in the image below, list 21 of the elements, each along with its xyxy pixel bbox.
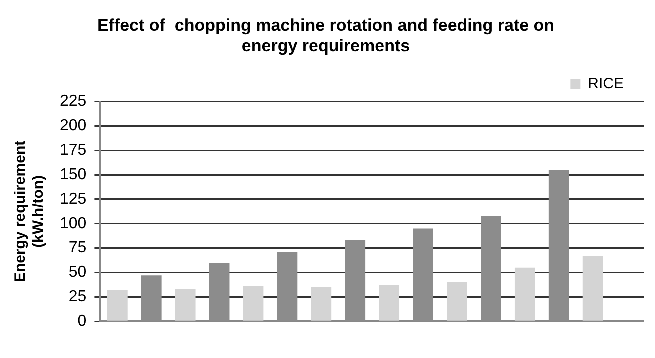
chart-title: Effect of chopping machine rotation and feeding rate on energy requirements	[97, 16, 555, 56]
y-axis-title: Energy requirement (kW.h/ton)	[12, 140, 48, 283]
legend-label: RICE	[588, 75, 624, 92]
y-tick-label: 50	[68, 264, 87, 282]
bar	[447, 282, 468, 321]
bar	[514, 268, 536, 321]
bar	[243, 286, 264, 321]
bar	[311, 287, 332, 321]
bar	[379, 285, 400, 321]
y-tick-label: 200	[60, 118, 87, 135]
y-tick-label: 125	[60, 190, 87, 208]
y-tick-label: 25	[68, 288, 87, 306]
y-tick-label: 0	[78, 313, 87, 330]
y-tick-label: 175	[60, 142, 87, 160]
y-tick-label: 100	[60, 215, 87, 232]
bar	[175, 289, 196, 321]
bar	[582, 256, 604, 321]
bar	[107, 290, 128, 321]
y-tick-label: 225	[60, 93, 87, 110]
y-tick-label: 75	[68, 240, 87, 257]
y-tick-label: 150	[60, 166, 87, 184]
